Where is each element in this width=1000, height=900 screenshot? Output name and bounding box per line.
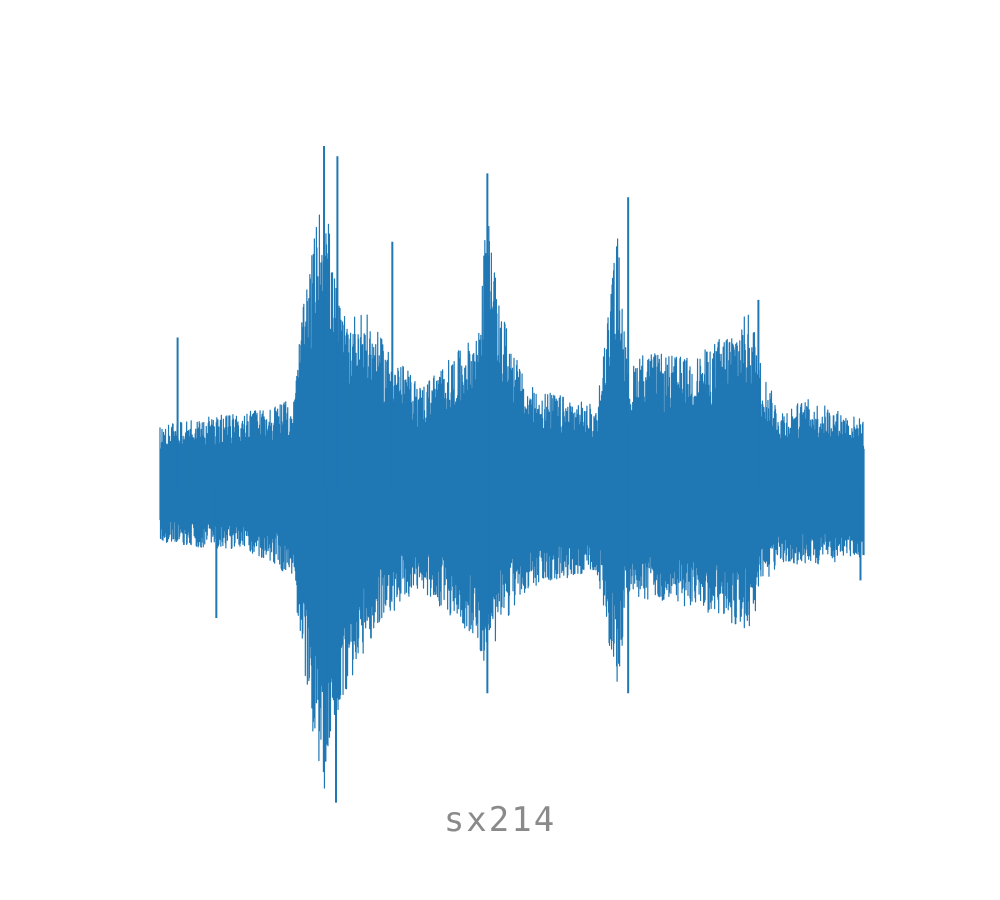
- chart-caption: sx214: [443, 800, 557, 840]
- waveform-series: [159, 214, 865, 789]
- waveform-plot: [159, 146, 865, 803]
